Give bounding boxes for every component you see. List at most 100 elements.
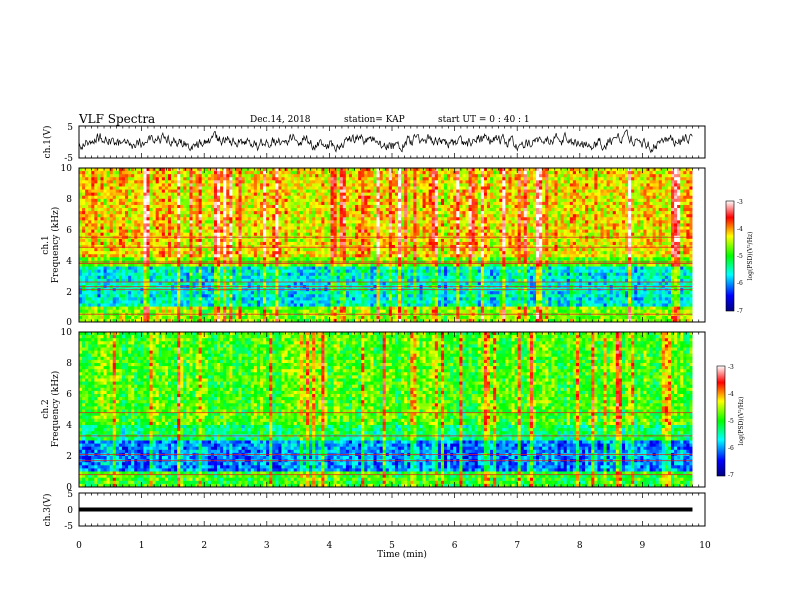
spectrogram-cell	[404, 201, 408, 206]
spectrogram-cell	[137, 223, 141, 227]
spectrogram-cell	[299, 201, 304, 206]
spectrogram-cell	[299, 229, 304, 234]
spectrogram-cell	[667, 186, 672, 190]
spectrogram-cell	[137, 168, 141, 172]
spectrogram-cell	[97, 189, 101, 194]
spectrogram-cell	[97, 201, 101, 206]
spectrogram-cell	[658, 208, 663, 212]
spectrogram-cell	[186, 232, 190, 237]
spectrogram-cell	[523, 229, 528, 234]
spectrogram-cell	[425, 229, 430, 234]
spectrogram-cell	[161, 168, 166, 172]
spectrogram-cell	[339, 171, 344, 175]
spectrogram-cell	[259, 198, 264, 203]
spectrogram-cell	[618, 189, 623, 194]
spectrogram-cell	[352, 208, 356, 212]
spectrogram-cell	[569, 226, 574, 230]
spectrogram-cell	[121, 189, 126, 194]
spectrogram-cell	[115, 174, 120, 178]
spectrogram-cell	[146, 208, 150, 212]
spectrogram-cell	[490, 238, 494, 243]
spectrogram-cell	[373, 192, 377, 197]
spectrogram-cell	[575, 229, 580, 234]
spectrogram-cell	[263, 204, 267, 209]
spectrogram-cell	[140, 232, 144, 237]
spectrogram-cell	[618, 195, 623, 200]
spectrogram-cell	[158, 232, 163, 237]
spectrogram-cell	[134, 204, 138, 209]
spectrogram-cell	[578, 171, 583, 175]
spectrogram-cell	[643, 195, 647, 200]
spectrogram-cell	[355, 189, 359, 194]
spectrogram-cell	[146, 217, 150, 221]
spectrogram-cell	[281, 232, 285, 237]
spectrogram-cell	[413, 201, 417, 206]
spectrogram-cell	[612, 241, 617, 246]
spectrogram-cell	[367, 183, 371, 187]
spectrogram-cell	[539, 220, 543, 224]
spectrogram-cell	[689, 238, 693, 243]
spectrogram-cell	[171, 180, 175, 184]
spectrogram-cell	[615, 238, 620, 243]
spectrogram-cell	[213, 208, 218, 212]
spectrogram-cell	[526, 211, 531, 215]
spectrogram-cell	[508, 229, 512, 234]
spectrogram-cell	[609, 229, 614, 234]
spectrogram-cell	[505, 208, 509, 212]
spectrogram-cell	[422, 226, 427, 230]
spectrogram-cell	[284, 198, 288, 203]
spectrogram-cell	[689, 192, 693, 197]
spectrogram-cell	[539, 217, 543, 221]
spectrogram-cell	[517, 220, 522, 224]
spectrogram-cell	[94, 204, 98, 209]
spectrogram-cell	[379, 241, 384, 246]
spectrogram-cell	[302, 208, 307, 212]
spectrogram-cell	[578, 214, 583, 218]
spectrogram-cell	[281, 171, 285, 175]
spectrogram-cell	[661, 201, 666, 206]
spectrogram-cell	[137, 183, 141, 187]
spectrogram-cell	[391, 241, 396, 246]
spectrogram-cell	[226, 174, 230, 178]
spectrogram-cell	[563, 177, 568, 181]
spectrogram-cell	[352, 223, 356, 227]
spectrogram-cell	[615, 217, 620, 221]
spectrogram-cell	[339, 241, 344, 246]
spectrogram-cell	[459, 180, 463, 184]
spectrogram-cell	[220, 217, 224, 221]
spectrogram-cell	[321, 204, 325, 209]
spectrogram-cell	[293, 232, 298, 237]
spectrogram-cell	[419, 211, 423, 215]
spectrogram-cell	[171, 201, 175, 206]
spectrogram-cell	[309, 204, 313, 209]
spectrogram-cell	[373, 183, 377, 187]
spectrogram-cell	[244, 223, 249, 227]
spectrogram-cell	[416, 214, 420, 218]
spectrogram-cell	[468, 180, 473, 184]
spectrogram-cell	[275, 204, 279, 209]
spectrogram-cell	[425, 201, 430, 206]
spectrogram-cell	[229, 232, 233, 237]
spectrogram-cell	[686, 229, 690, 234]
spectrogram-cell	[364, 217, 368, 221]
spectrogram-cell	[253, 183, 258, 187]
spectrogram-cell	[103, 217, 108, 221]
spectrogram-cell	[281, 238, 285, 243]
spectrogram-cell	[364, 226, 368, 230]
spectrogram-cell	[171, 214, 175, 218]
spectrogram-cell	[410, 211, 414, 215]
spectrogram-cell	[238, 208, 242, 212]
spectrogram-cell	[164, 180, 169, 184]
spectrogram-cell	[480, 241, 485, 246]
spectrogram-cell	[174, 186, 178, 190]
spectrogram-cell	[612, 204, 617, 209]
spectrogram-cell	[229, 229, 233, 234]
spectrogram-cell	[628, 198, 632, 203]
spectrogram-cell	[422, 174, 427, 178]
spectrogram-cell	[198, 177, 203, 181]
spectrogram-cell	[569, 177, 574, 181]
spectrogram-cell	[502, 201, 506, 206]
spectrogram-cell	[223, 192, 227, 197]
spectrogram-cell	[336, 168, 341, 172]
spectrogram-cell	[106, 189, 111, 194]
